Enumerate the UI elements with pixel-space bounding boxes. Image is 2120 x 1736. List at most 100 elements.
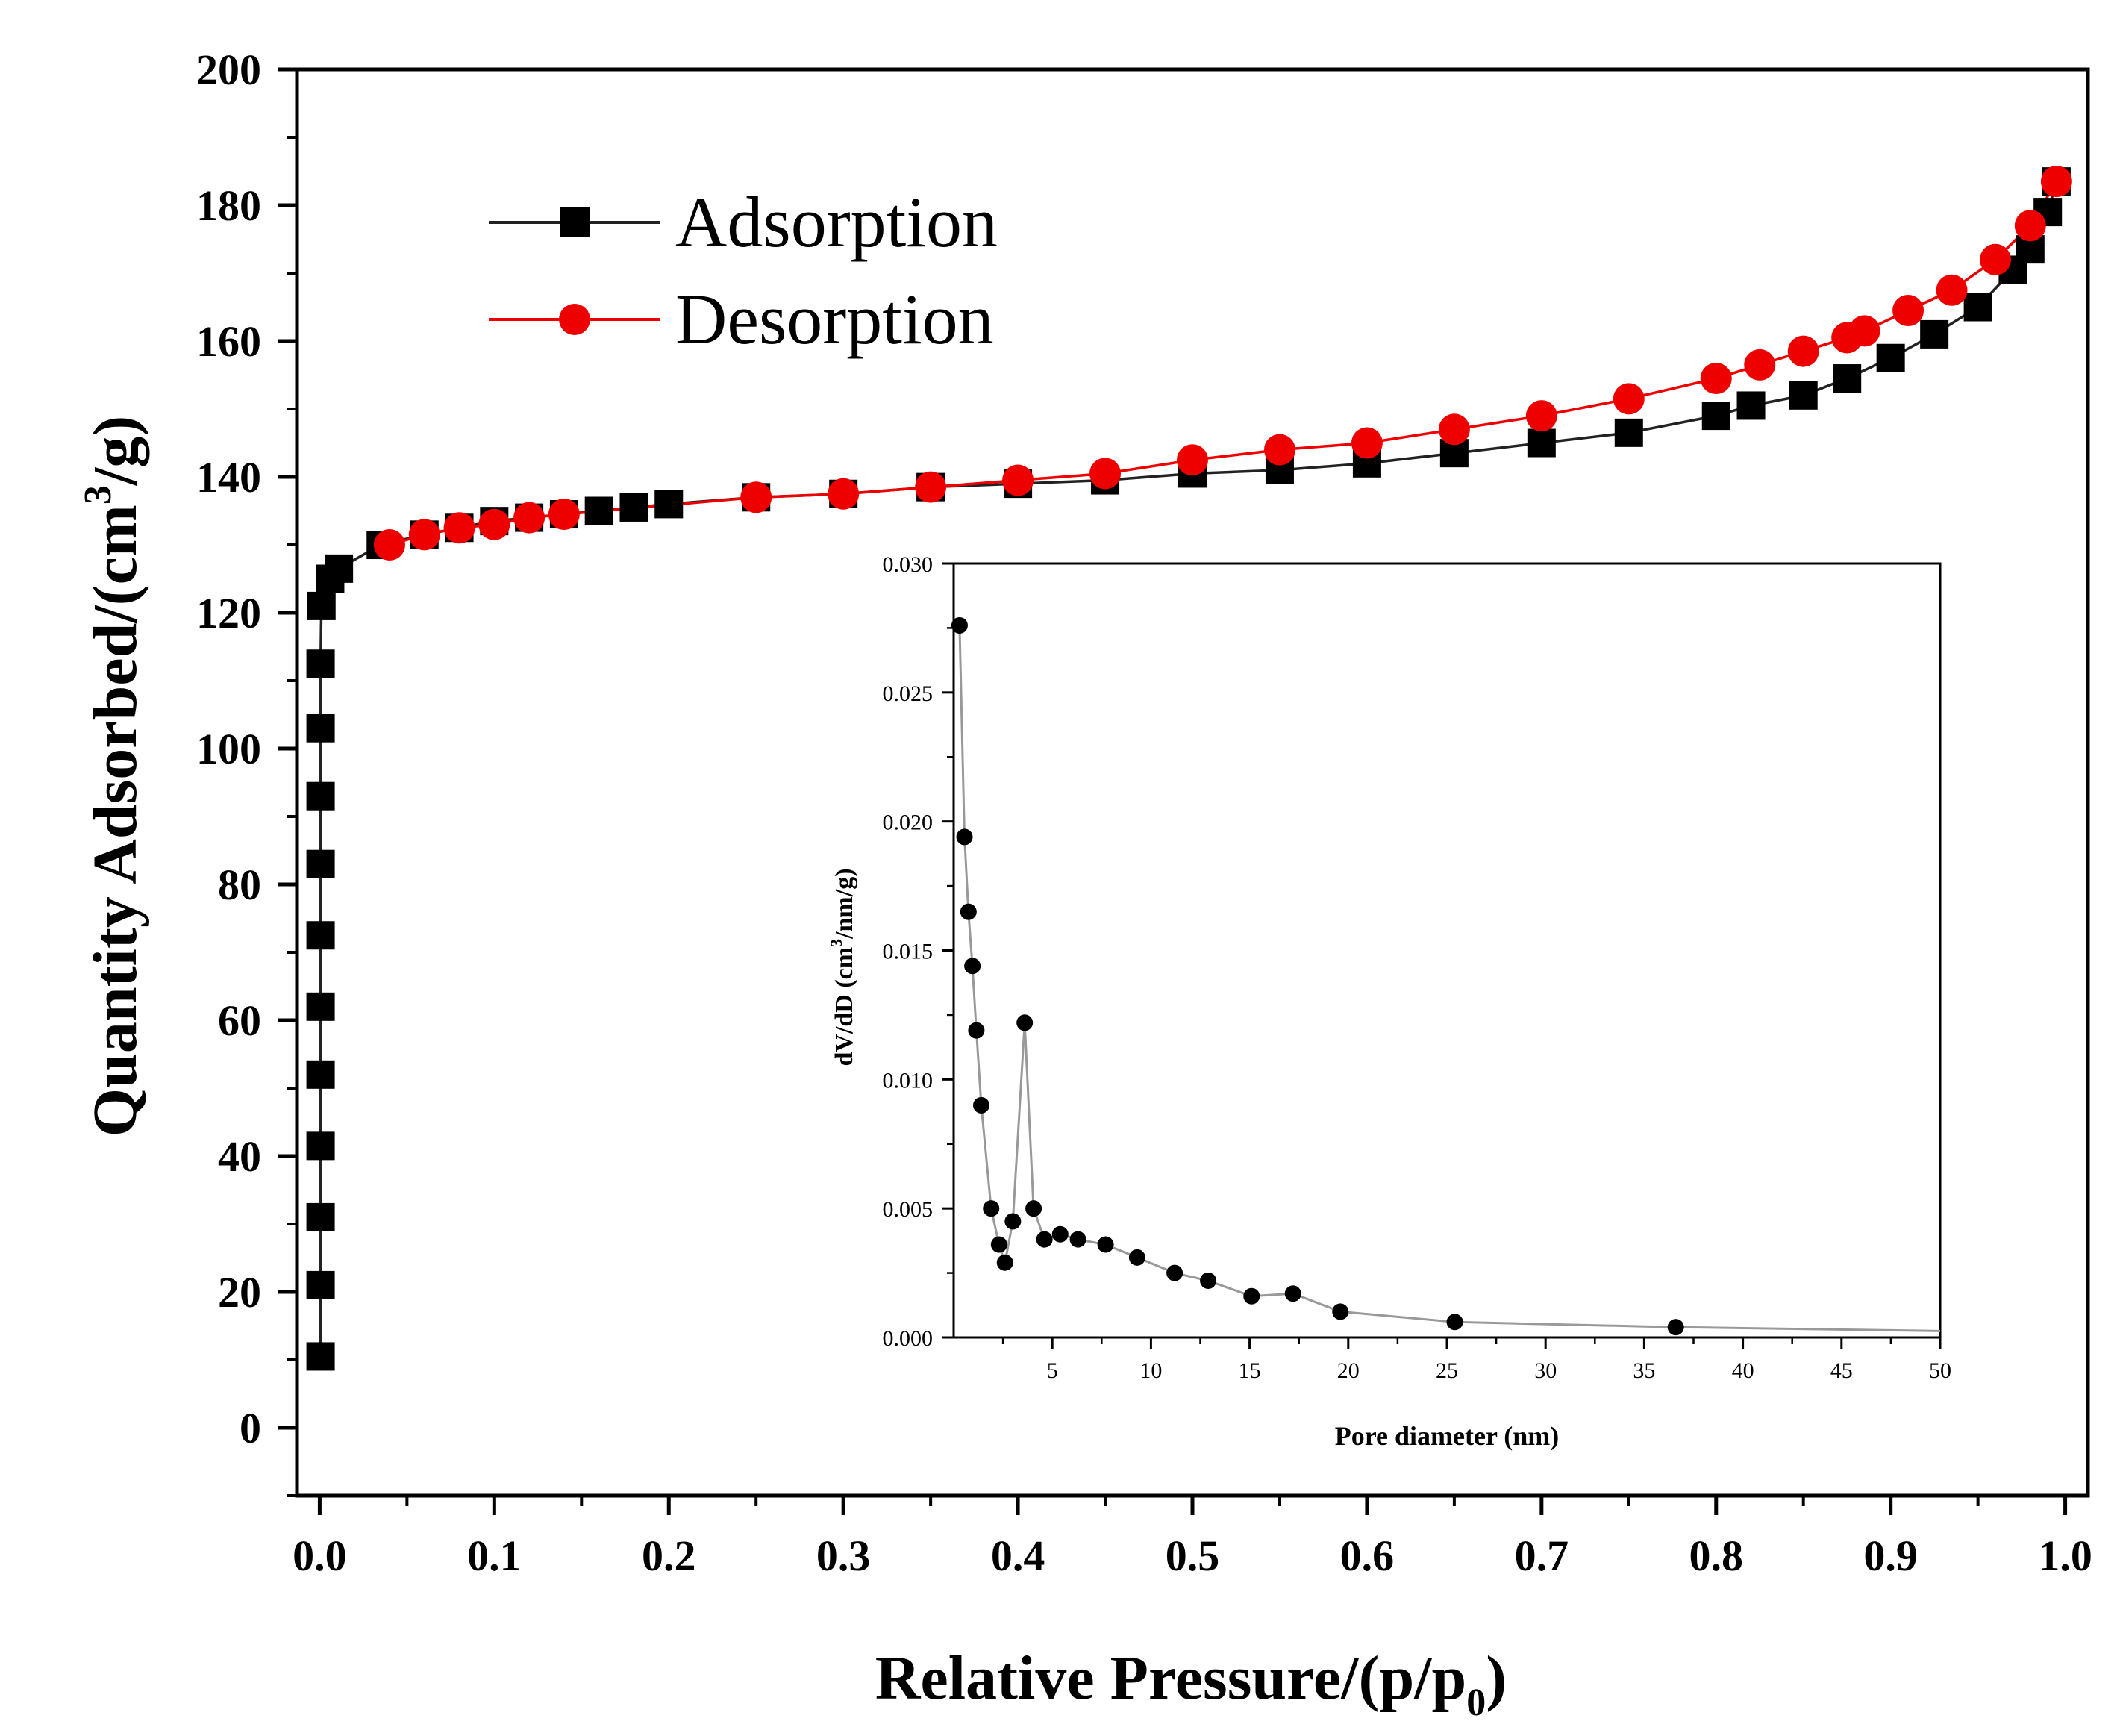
main-point-adsorption <box>306 1202 335 1231</box>
main-point-desorption <box>1177 444 1208 476</box>
main-point-desorption <box>1831 322 1863 354</box>
inset-y-tick-label: 0.025 <box>883 681 934 706</box>
inset-point <box>973 1096 990 1114</box>
inset-y-tick-label: 0.010 <box>883 1068 934 1093</box>
main-point-desorption <box>513 502 545 534</box>
inset-point <box>1036 1231 1053 1248</box>
main-x-tick-label: 0.9 <box>1863 1532 1918 1580</box>
main-y-tick-label: 40 <box>218 1132 261 1181</box>
main-point-adsorption <box>306 1131 335 1161</box>
main-y-tick-label: 100 <box>196 725 261 773</box>
main-point-adsorption <box>1527 428 1556 458</box>
main-plot: 0.0 0.1 0.2 0.3 0.4 0.5 0.6 0.7 0.8 0.9 1.0 0 20 40 60… <box>77 46 2092 1724</box>
main-x-tick-label: 0.1 <box>467 1532 522 1580</box>
inset-x-tick-label: 5 <box>1047 1358 1058 1383</box>
main-point-desorption <box>1744 349 1776 381</box>
main-x-tick-label: 0.4 <box>991 1532 1045 1580</box>
main-point-adsorption <box>1963 293 1992 322</box>
main-y-tick-label: 160 <box>196 317 261 366</box>
inset-point <box>1016 1014 1034 1031</box>
main-point-desorption <box>2014 210 2046 242</box>
inset-point <box>1446 1314 1463 1331</box>
inset-point <box>990 1236 1007 1253</box>
inset-x-tick-label: 40 <box>1732 1358 1754 1383</box>
main-x-tick-label: 0.7 <box>1515 1532 1569 1580</box>
main-point-adsorption <box>306 1342 335 1371</box>
main-point-adsorption <box>306 649 335 678</box>
main-point-desorption <box>1980 243 2012 275</box>
main-point-desorption <box>1613 383 1645 415</box>
inset-y-axis-title: dV/dD (cm3/nm/g) <box>827 868 858 1066</box>
inset-point <box>956 828 973 846</box>
legend-label-adsorption: Adsorption <box>675 182 998 262</box>
main-y-tick-label: 120 <box>196 589 261 637</box>
main-point-desorption <box>1525 400 1557 432</box>
inset-x-tick-label: 20 <box>1337 1358 1360 1383</box>
legend: Adsorption Desorption <box>489 182 998 359</box>
legend-marker-desorption <box>559 304 590 335</box>
main-point-adsorption <box>1789 381 1818 410</box>
inset-point <box>1243 1287 1260 1305</box>
inset-y-tick-label: 0.015 <box>883 940 934 964</box>
main-point-desorption <box>915 471 947 503</box>
inset-point <box>1166 1264 1183 1281</box>
inset-axis-ticks: 5 10 15 20 25 30 35 40 45 50 0.000 0.005 0.010 0.015 0… <box>883 552 1952 1383</box>
main-y-tick-label: 200 <box>196 46 261 94</box>
main-x-tick-label: 0.0 <box>293 1532 347 1580</box>
inset-series-layer <box>951 616 1941 1336</box>
main-y-tick-label: 60 <box>218 996 261 1045</box>
main-point-desorption <box>443 512 475 544</box>
inset-point <box>951 616 968 634</box>
inset-x-tick-label: 25 <box>1436 1358 1458 1383</box>
main-x-tick-label: 0.3 <box>816 1532 871 1580</box>
main-point-adsorption <box>307 591 336 620</box>
inset-point <box>1025 1200 1042 1217</box>
inset-x-tick-label: 35 <box>1633 1358 1655 1383</box>
main-point-desorption <box>373 529 405 561</box>
main-point-adsorption <box>306 1270 335 1299</box>
main-x-tick-label: 1.0 <box>2038 1532 2092 1580</box>
main-point-desorption <box>1263 434 1295 466</box>
main-y-tick-label: 180 <box>196 181 261 230</box>
inset-x-tick-label: 45 <box>1830 1358 1853 1383</box>
main-point-desorption <box>828 478 860 510</box>
legend-marker-adsorption <box>560 207 590 237</box>
inset-point <box>1667 1319 1684 1336</box>
inset-y-tick-label: 0.000 <box>883 1326 934 1351</box>
inset-point <box>1097 1236 1114 1253</box>
main-point-desorption <box>1351 427 1383 459</box>
legend-label-desorption: Desorption <box>675 279 994 359</box>
main-x-tick-label: 0.6 <box>1340 1532 1395 1580</box>
main-series-layer <box>306 166 2072 1371</box>
main-point-desorption <box>1892 295 1924 327</box>
main-point-desorption <box>408 519 440 551</box>
main-point-adsorption <box>1614 418 1643 447</box>
main-point-adsorption <box>306 921 335 950</box>
inset-point <box>1200 1272 1217 1289</box>
inset-point <box>996 1254 1013 1271</box>
main-point-desorption <box>548 499 580 531</box>
inset-x-tick-label: 50 <box>1929 1358 1951 1383</box>
main-point-adsorption <box>325 554 354 583</box>
main-y-axis-title: Quantity Adsorbed/(cm3/g) <box>77 416 150 1137</box>
main-y-tick-label: 20 <box>218 1268 261 1317</box>
inset-y-tick-label: 0.030 <box>883 552 934 577</box>
main-x-tick-label: 0.8 <box>1689 1532 1744 1580</box>
main-point-desorption <box>1002 464 1034 496</box>
inset-point <box>1284 1285 1301 1302</box>
main-point-desorption <box>1936 274 1968 306</box>
main-point-desorption <box>1089 458 1122 490</box>
main-point-adsorption <box>1833 364 1862 393</box>
inset-x-axis-title: Pore diameter (nm) <box>1335 1421 1560 1451</box>
main-y-tick-label: 0 <box>240 1404 261 1452</box>
main-point-desorption <box>1787 335 1819 367</box>
inset-point <box>1004 1213 1022 1230</box>
main-point-adsorption <box>619 493 648 522</box>
main-point-adsorption <box>1701 402 1730 431</box>
main-point-desorption <box>740 481 772 513</box>
inset-point <box>960 903 977 920</box>
main-y-tick-label: 140 <box>196 453 261 502</box>
inset-point <box>964 958 981 975</box>
main-point-adsorption <box>584 496 613 525</box>
